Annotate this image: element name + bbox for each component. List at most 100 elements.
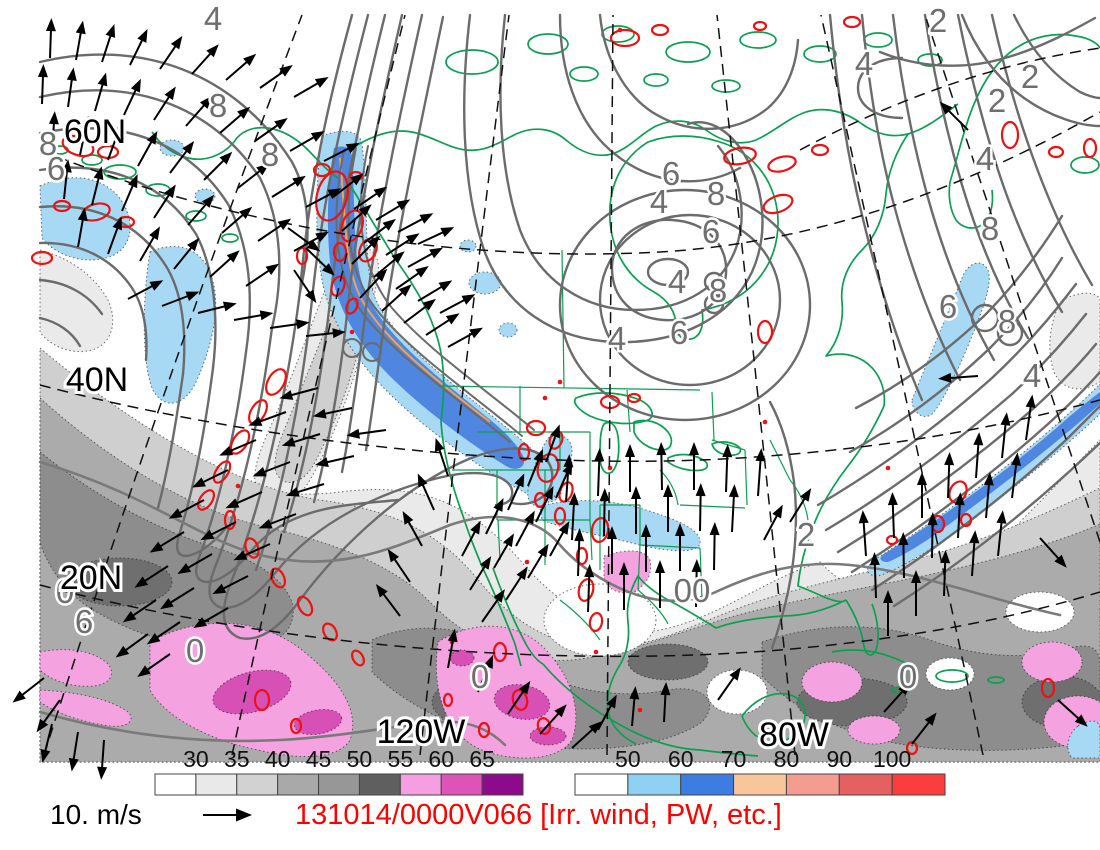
wind-arrow: [323, 142, 360, 162]
wind-arrow: [691, 559, 702, 608]
wind-arrow: [527, 543, 549, 579]
wind-arrow: [45, 18, 56, 59]
wind-arrow: [75, 20, 86, 61]
colorbar-tick-label: 65: [469, 746, 495, 772]
contour-value-label: 4: [204, 0, 222, 37]
colorbar-cell: [277, 773, 320, 796]
wind-arrow: [94, 72, 108, 112]
wind-arrow: [1025, 394, 1036, 441]
wind-arrow: [755, 448, 766, 497]
wind-arrow: [549, 521, 570, 557]
wind-arrow: [225, 53, 257, 81]
colorbar-cell: [318, 773, 360, 796]
red-contour: [762, 193, 794, 215]
wind-arrow: [305, 188, 342, 208]
wind-arrow: [287, 227, 321, 252]
wind-arrow: [185, 95, 213, 127]
colorbar-tick-label: 40: [265, 746, 291, 772]
red-contour: [756, 319, 774, 345]
wind-arrow: [625, 444, 635, 492]
wind-arrow: [973, 432, 984, 479]
red-contour: [492, 641, 508, 663]
wind-arrow: [1011, 452, 1021, 499]
wind-arrow: [722, 444, 733, 493]
wind-arrow: [161, 291, 200, 307]
wind-arrow: [68, 731, 79, 772]
wind-arrow: [160, 587, 195, 610]
wind-arrow: [507, 473, 525, 511]
wind-arrow: [137, 131, 158, 167]
wind-arrow: [574, 528, 585, 577]
colorbar-layer: 30 35 40 45 50 55 60 65 50 60 70 80 90 100: [154, 746, 946, 796]
wind-arrow: [695, 483, 706, 532]
red-dot: [637, 707, 643, 713]
wind-arrow: [269, 319, 310, 330]
red-dot: [617, 27, 623, 33]
red-contour: [265, 368, 287, 396]
wind-arrow: [353, 186, 388, 210]
wind-scale-label: 10. m/s: [50, 799, 142, 830]
wind-arrow: [939, 101, 969, 131]
wind-arrow: [237, 163, 270, 189]
red-contour: [533, 491, 547, 509]
colorbar-cell: [440, 773, 483, 796]
wind-arrow: [563, 454, 574, 503]
wind-arrow: [858, 510, 869, 557]
wind-arrow: [571, 721, 602, 749]
wind-arrow: [233, 310, 274, 321]
wind-arrow: [197, 301, 237, 314]
wind-arrow: [447, 327, 483, 348]
wind-arrow: [655, 560, 665, 608]
red-contour: [1040, 677, 1056, 699]
wind-arrow: [447, 628, 458, 669]
wind-arrow: [279, 387, 319, 400]
contour-value-label: 8: [709, 272, 727, 309]
wind-arrow: [115, 633, 149, 658]
wind-arrow: [153, 184, 176, 219]
colorbar-tick-label: 50: [615, 746, 641, 772]
wind-arrow: [289, 131, 325, 152]
wind-arrow: [219, 106, 251, 134]
wind-arrow: [281, 433, 321, 447]
wind-arrow: [121, 174, 138, 212]
wind-arrow: [61, 159, 72, 200]
wind-arrow: [417, 280, 453, 302]
wind-arrow: [203, 151, 233, 181]
wind-arrow: [375, 199, 411, 221]
contour-value-label: 6: [702, 213, 720, 250]
wind-arrow: [187, 194, 215, 226]
colorbar-cell: [680, 773, 735, 796]
wind-arrow: [107, 216, 122, 255]
wind-arrow: [258, 513, 297, 529]
colorbar-cell: [574, 773, 629, 796]
geo-label-80w: 80W: [759, 716, 829, 754]
red-contour: [842, 15, 862, 29]
colorbar-cell: [358, 773, 401, 796]
wind-arrow: [146, 621, 181, 645]
wind-arrow: [293, 231, 329, 252]
red-contour: [575, 546, 589, 566]
colorbar-cell: [733, 773, 787, 796]
wind-arrow: [584, 564, 595, 613]
wind-arrow: [159, 35, 183, 70]
wind-arrow: [402, 511, 423, 547]
colorbar-tick-label: 60: [668, 746, 694, 772]
wind-arrow: [917, 472, 927, 518]
colorbar-cell: [195, 773, 238, 796]
contour-value-label: 4: [855, 45, 873, 82]
colorbar-tick-label: 55: [388, 746, 414, 772]
contour-value-label: 8: [39, 125, 57, 162]
red-dot: [349, 329, 355, 335]
wind-arrow: [954, 492, 965, 539]
red-contour: [61, 134, 95, 158]
wind-arrow: [883, 590, 893, 636]
colorbar-tick-label: 50: [347, 746, 373, 772]
wind-arrow: [869, 552, 880, 599]
wind-arrow: [381, 284, 412, 312]
wind-arrow: [169, 141, 195, 174]
wind-arrow: [689, 442, 699, 490]
wind-arrow: [927, 512, 938, 559]
wind-arrow: [101, 23, 116, 63]
colorbar-cell: [399, 773, 442, 796]
